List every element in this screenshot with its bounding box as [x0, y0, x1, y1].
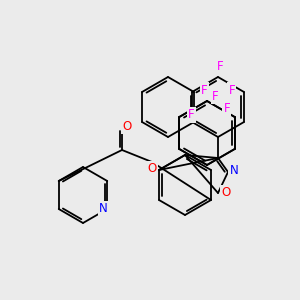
- Text: F: F: [229, 83, 235, 97]
- Text: N: N: [99, 202, 108, 215]
- Text: O: O: [221, 187, 231, 200]
- Text: F: F: [212, 89, 218, 103]
- Text: O: O: [147, 163, 157, 176]
- Text: N: N: [230, 164, 238, 176]
- Text: F: F: [224, 103, 230, 116]
- Text: F: F: [201, 83, 207, 97]
- Text: O: O: [122, 119, 132, 133]
- Text: F: F: [188, 109, 195, 122]
- Text: F: F: [217, 61, 223, 74]
